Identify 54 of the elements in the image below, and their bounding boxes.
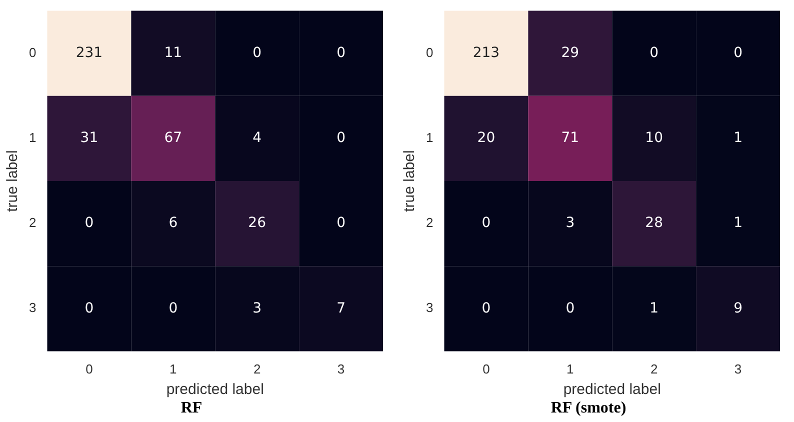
data-label: 0 (336, 215, 346, 232)
data-label: 71 (561, 130, 580, 146)
data-label: 3 (566, 215, 575, 232)
x-tick-label: 2 (253, 362, 261, 377)
y-tick-label: 2 (28, 215, 36, 230)
data-label: 0 (482, 300, 491, 316)
y-tick-label: 1 (426, 130, 434, 146)
data-label: 7 (336, 300, 346, 316)
y-axis-title: true label (4, 150, 22, 212)
data-label: 213 (472, 44, 500, 61)
data-label: 6 (168, 215, 178, 232)
data-label: 3 (252, 300, 262, 316)
data-label: 0 (336, 44, 346, 61)
data-label: 0 (84, 215, 94, 232)
data-label: 1 (734, 130, 742, 146)
data-label: 0 (482, 215, 491, 232)
y-tick-label: 0 (426, 44, 434, 60)
y-axis-title: true label (401, 150, 418, 212)
data-label: 0 (252, 44, 262, 61)
text: RF (smote) (550, 400, 626, 417)
data-label: 0 (650, 44, 659, 61)
x-axis-title: predicted label (166, 380, 264, 398)
data-label: 10 (645, 130, 663, 146)
data-label: 67 (164, 130, 182, 146)
x-tick-label: 3 (337, 362, 345, 377)
text: RF (180, 400, 202, 417)
x-axis-title: predicted label (563, 380, 661, 398)
data-label: 231 (76, 44, 103, 61)
data-label: 0 (734, 44, 742, 61)
y-tick-label: 2 (426, 215, 434, 230)
data-label: 0 (168, 300, 178, 316)
data-label: 9 (734, 300, 742, 316)
data-label: 1 (734, 215, 742, 232)
data-label: 1 (650, 300, 659, 316)
x-tick-label: 3 (734, 362, 742, 377)
x-tick-label: 1 (566, 362, 574, 377)
y-tick-label: 3 (426, 300, 434, 316)
x-tick-label: 0 (482, 362, 490, 377)
data-label: 26 (248, 215, 266, 232)
data-label: 20 (477, 130, 496, 146)
data-label: 4 (252, 130, 262, 146)
y-tick-label: 3 (28, 300, 36, 316)
x-tick-label: 1 (170, 362, 177, 377)
data-label: 0 (84, 300, 94, 316)
data-label: 31 (80, 130, 98, 146)
data-label: 0 (566, 300, 575, 316)
x-tick-label: 2 (650, 362, 658, 377)
data-label: 11 (164, 44, 182, 61)
y-tick-label: 0 (28, 44, 36, 60)
y-tick-label: 1 (28, 130, 36, 146)
data-label: 29 (561, 44, 580, 61)
data-label: 28 (645, 215, 663, 232)
data-label: 0 (336, 130, 346, 146)
x-tick-label: 0 (86, 362, 93, 377)
